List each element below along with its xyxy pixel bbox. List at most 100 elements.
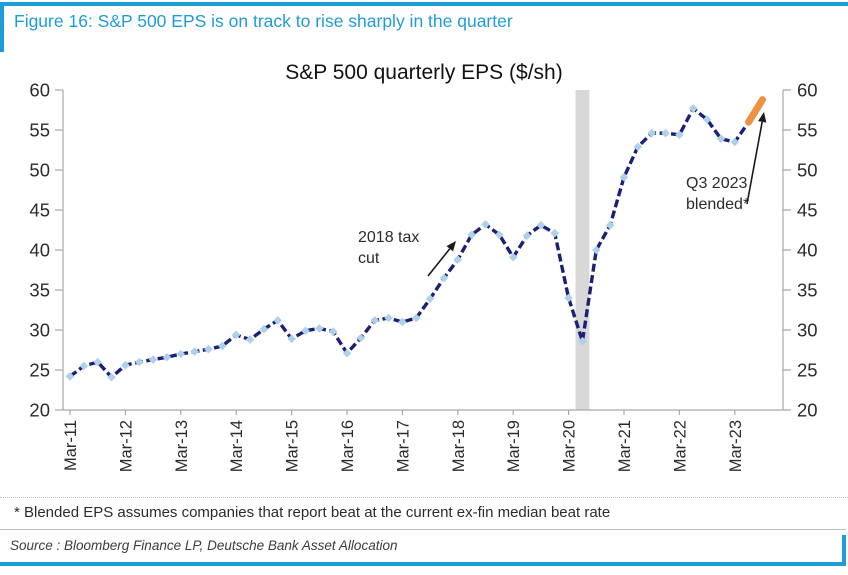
y-tick-label-right: 45 <box>797 200 818 221</box>
annotation-q3-2023-blended: Q3 2023 blended* <box>686 173 749 215</box>
y-tick-label-right: 25 <box>797 360 818 381</box>
data-point-marker <box>315 324 324 333</box>
data-point-marker <box>65 372 75 381</box>
data-point-marker <box>605 220 615 230</box>
data-point-marker <box>121 360 130 370</box>
data-point-marker <box>176 349 186 359</box>
data-point-marker <box>273 316 283 325</box>
data-point-marker <box>730 137 740 147</box>
x-tick-label: Mar-11 <box>62 420 80 471</box>
data-point-marker <box>301 326 310 336</box>
y-tick-label-left: 25 <box>29 360 50 381</box>
data-point-marker <box>107 372 116 382</box>
data-point-marker <box>231 330 241 340</box>
x-tick-label: Mar-21 <box>616 420 634 472</box>
dotted-separator <box>0 497 848 498</box>
data-point-marker <box>495 230 504 240</box>
data-point-marker <box>522 231 532 240</box>
y-tick-label-left: 35 <box>29 280 50 301</box>
data-point-marker <box>688 104 698 113</box>
data-point-marker <box>93 357 102 367</box>
data-point-marker <box>716 134 726 144</box>
tax-cut-arrow-head <box>446 241 456 252</box>
source-separator-rule <box>0 529 846 530</box>
data-point-marker <box>550 228 560 238</box>
tax-cut-arrow-shaft <box>427 248 451 277</box>
x-tick-label: Mar-16 <box>339 420 357 472</box>
data-point-marker <box>342 348 352 358</box>
x-tick-label: Mar-22 <box>671 420 689 472</box>
y-tick-label-left: 30 <box>29 320 50 341</box>
recession-shading-bar <box>575 90 590 410</box>
data-point-marker <box>425 294 435 304</box>
chart-title: S&P 500 quarterly EPS ($/sh) <box>285 61 563 84</box>
data-point-marker <box>619 172 629 182</box>
data-point-marker <box>564 293 573 303</box>
left-accent-stub <box>0 2 4 52</box>
y-tick-label-right: 60 <box>797 80 818 101</box>
top-accent-rule <box>0 2 848 6</box>
data-point-marker <box>439 273 449 283</box>
q3-blended-arrow-head <box>758 112 767 123</box>
footnote: * Blended EPS assumes companies that rep… <box>14 504 611 521</box>
x-tick-label: Mar-12 <box>117 420 135 472</box>
x-tick-label: Mar-20 <box>561 420 579 472</box>
data-point-marker <box>259 324 269 334</box>
data-point-marker <box>204 344 213 354</box>
x-tick-label: Mar-15 <box>284 420 302 472</box>
annotation-2018-tax-cut-line2: cut <box>358 250 380 267</box>
data-point-marker <box>384 313 393 323</box>
x-tick-label: Mar-13 <box>173 420 191 472</box>
y-tick-label-right: 55 <box>797 120 818 141</box>
y-tick-label-right: 40 <box>797 240 818 261</box>
data-point-marker <box>675 130 684 140</box>
annotation-q3-2023-blended-line1: Q3 2023 <box>686 175 748 192</box>
data-point-marker <box>356 333 366 343</box>
annotation-2018-tax-cut: 2018 tax cut <box>358 227 419 269</box>
data-point-marker <box>702 115 712 124</box>
data-point-marker <box>467 230 476 240</box>
y-tick-label-left: 20 <box>29 400 50 421</box>
data-point-marker <box>633 142 643 152</box>
y-tick-label-right: 20 <box>797 400 818 421</box>
y-tick-label-right: 35 <box>797 280 818 301</box>
data-point-marker <box>647 128 656 138</box>
data-point-marker <box>453 255 463 264</box>
data-point-marker <box>148 355 158 364</box>
data-point-marker <box>536 220 546 230</box>
data-point-marker <box>370 316 379 325</box>
data-point-marker <box>592 245 601 255</box>
data-point-marker <box>79 361 89 371</box>
x-tick-label: Mar-23 <box>727 420 745 472</box>
y-tick-label-right: 30 <box>797 320 818 341</box>
y-tick-label-left: 40 <box>29 240 50 261</box>
y-tick-label-left: 55 <box>29 120 50 141</box>
figure-title: Figure 16: S&P 500 EPS is on track to ri… <box>14 11 513 31</box>
data-point-marker <box>287 334 296 344</box>
series-line-q3-blended-estimate <box>745 96 766 126</box>
x-tick-label: Mar-18 <box>450 420 468 472</box>
data-point-marker <box>162 352 172 362</box>
data-point-marker <box>328 327 338 336</box>
data-point-marker <box>411 313 421 323</box>
data-point-marker <box>508 252 518 262</box>
y-tick-label-left: 60 <box>29 80 50 101</box>
x-tick-label: Mar-14 <box>228 420 246 472</box>
y-tick-label-left: 50 <box>29 160 50 181</box>
source-line: Source : Bloomberg Finance LP, Deutsche … <box>10 538 398 553</box>
q3-blended-arrow-shaft <box>746 121 763 205</box>
data-point-marker <box>245 335 255 344</box>
data-point-marker <box>134 357 144 367</box>
y-tick-label-right: 50 <box>797 160 818 181</box>
data-point-marker <box>578 336 587 346</box>
data-point-marker <box>661 128 670 138</box>
y-tick-label-left: 45 <box>29 200 50 221</box>
annotation-2018-tax-cut-line1: 2018 tax <box>358 229 420 246</box>
data-point-marker <box>190 347 199 356</box>
bottom-accent-rule <box>0 562 846 566</box>
right-accent-stub <box>842 535 846 566</box>
x-tick-label: Mar-17 <box>394 420 412 472</box>
data-point-marker <box>398 317 407 327</box>
data-point-marker <box>481 220 490 229</box>
